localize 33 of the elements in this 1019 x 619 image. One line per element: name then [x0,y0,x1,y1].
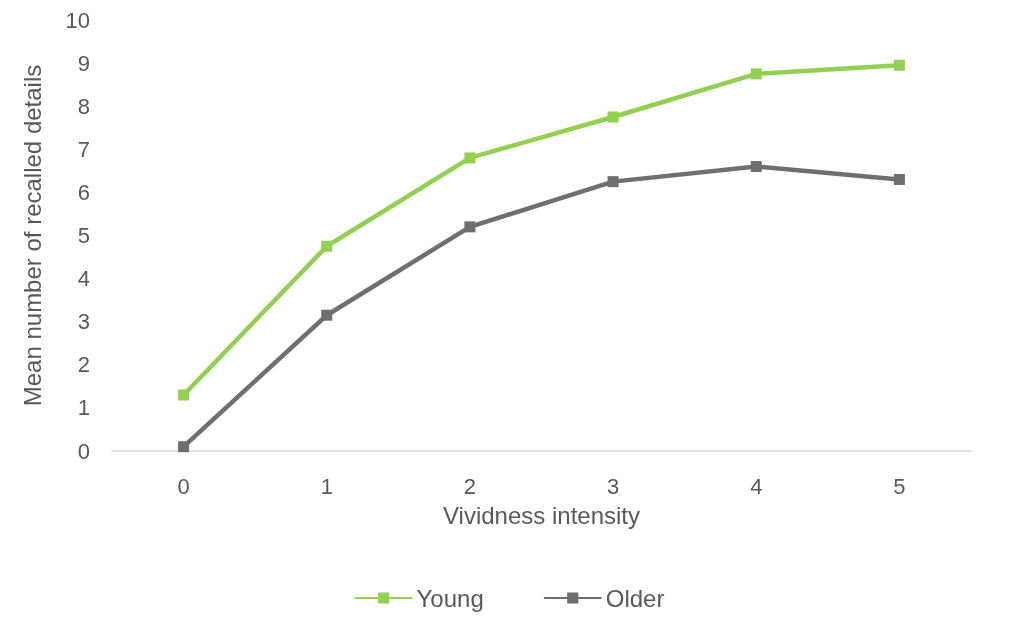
y-tick-label: 6 [77,179,90,205]
y-tick-label: 2 [77,352,90,378]
point [178,441,190,453]
x-tick-label: 5 [893,473,906,499]
y-tick-label: 9 [77,50,90,76]
x-tick-label: 4 [750,473,763,499]
y-tick-label: 5 [77,223,90,248]
x-tick-label: 2 [463,473,477,499]
y-tick-label: 4 [77,266,90,292]
point [893,173,905,185]
point [750,68,762,80]
y-tick-label: 0 [77,438,90,464]
point [607,111,619,123]
point [321,240,333,252]
point [893,59,905,71]
x-axis-title: Vividness intensity [443,501,640,529]
y-tick-label: 1 [77,395,90,421]
y-axis-title: Mean number of recalled details [18,64,46,407]
point [464,152,476,164]
y-tick-label: 3 [77,309,90,335]
point [178,389,190,401]
point [464,221,476,233]
point [321,309,333,321]
y-tick-label: 8 [77,93,90,119]
x-tick-label: 0 [177,473,190,499]
point [607,176,619,188]
legend-label: Older [605,584,665,612]
point [750,161,762,173]
x-tick-label: 1 [320,473,333,499]
y-tick-label: 7 [77,136,90,162]
x-tick-label: 3 [606,473,620,499]
legend-label: Young [416,584,484,612]
y-tick-label: 10 [65,7,90,33]
